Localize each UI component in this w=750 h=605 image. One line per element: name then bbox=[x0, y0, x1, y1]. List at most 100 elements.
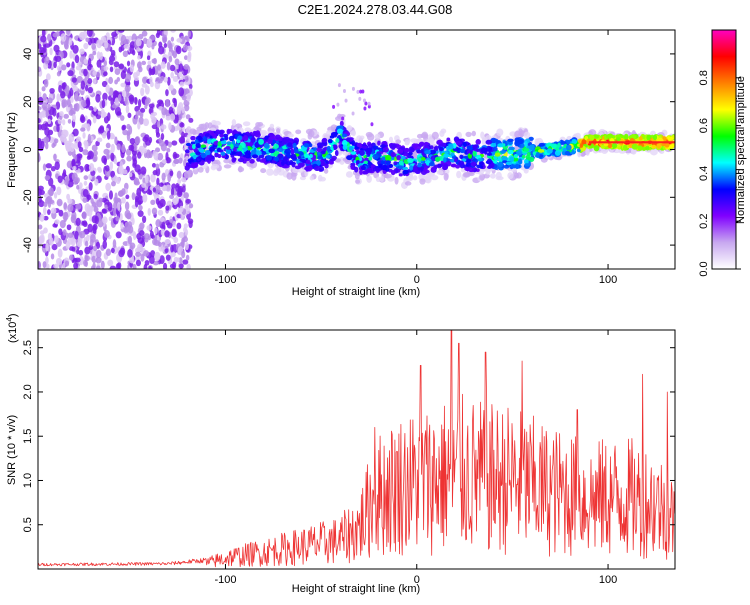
heatmap-cell bbox=[88, 105, 94, 111]
heatmap-cell bbox=[169, 113, 176, 122]
heatmap-cell bbox=[113, 208, 117, 217]
heatmap-cell bbox=[416, 149, 422, 154]
heatmap-cell bbox=[402, 170, 409, 175]
heatmap-cell bbox=[38, 106, 42, 111]
heatmap-cell bbox=[76, 96, 83, 102]
heatmap-cell bbox=[69, 50, 73, 59]
heatmap-cell bbox=[139, 112, 144, 119]
heatmap-cell bbox=[77, 141, 82, 149]
heatmap-cell bbox=[55, 31, 60, 37]
heatmap-cell bbox=[605, 134, 612, 139]
heatmap-cell bbox=[116, 77, 121, 82]
heatmap-cell bbox=[437, 140, 442, 145]
heatmap-cell bbox=[217, 153, 222, 159]
heatmap-cell bbox=[39, 230, 45, 235]
heatmap-cell bbox=[45, 163, 52, 169]
x-tick-label: -100 bbox=[214, 274, 236, 286]
heatmap-cell bbox=[100, 65, 104, 75]
heatmap-cell bbox=[220, 151, 226, 156]
heatmap-cell bbox=[462, 172, 471, 178]
heatmap-cell bbox=[84, 84, 89, 92]
heatmap-cell bbox=[43, 136, 50, 144]
heatmap-cell bbox=[54, 235, 59, 244]
heatmap-cell bbox=[404, 181, 412, 186]
heatmap-cell bbox=[152, 66, 156, 75]
heatmap-cell bbox=[133, 180, 140, 186]
heatmap-cell bbox=[458, 160, 465, 166]
heatmap-cell bbox=[366, 133, 375, 141]
heatmap-cell bbox=[523, 131, 531, 139]
heatmap-cell bbox=[53, 263, 59, 269]
heatmap-cell bbox=[603, 142, 609, 147]
heatmap-cell bbox=[81, 99, 87, 108]
heatmap-cell bbox=[235, 151, 242, 157]
y-tick-label: 40 bbox=[22, 48, 34, 60]
heatmap-cell bbox=[576, 148, 581, 153]
heatmap-cell bbox=[175, 45, 182, 55]
heatmap-cell bbox=[45, 256, 49, 264]
heatmap-cell bbox=[124, 182, 129, 191]
heatmap-cell bbox=[112, 239, 117, 249]
heatmap-cell bbox=[336, 102, 340, 107]
heatmap-cell bbox=[78, 182, 83, 190]
colorbar-tick-label: 0.2 bbox=[698, 214, 710, 229]
heatmap-cell bbox=[106, 130, 111, 140]
heatmap-cell bbox=[165, 254, 171, 261]
heatmap-cell bbox=[58, 84, 62, 93]
snr-plot-frame bbox=[37, 329, 676, 570]
heatmap-cell bbox=[58, 209, 64, 217]
heatmap-cell bbox=[131, 192, 136, 201]
heatmap-cell bbox=[139, 222, 145, 230]
heatmap-cell bbox=[38, 96, 44, 106]
heatmap-cell bbox=[182, 259, 189, 265]
heatmap-cell bbox=[180, 177, 187, 183]
heatmap-cell bbox=[424, 150, 431, 155]
heatmap-cell bbox=[128, 144, 135, 151]
heatmap-cell bbox=[172, 229, 177, 238]
heatmap-cell bbox=[210, 133, 217, 137]
heatmap-cell bbox=[176, 37, 183, 43]
heatmap-cell bbox=[103, 60, 108, 67]
heatmap-cell bbox=[277, 162, 281, 167]
heatmap-cell bbox=[110, 134, 116, 140]
heatmap-cell bbox=[602, 148, 609, 153]
heatmap-cell bbox=[157, 241, 162, 247]
heatmap-cell bbox=[667, 136, 673, 141]
heatmap-cell bbox=[489, 173, 496, 179]
heatmap-cell bbox=[335, 116, 342, 121]
heatmap-cell bbox=[169, 64, 176, 72]
heatmap-cell bbox=[154, 227, 158, 235]
heatmap-cell bbox=[151, 207, 158, 215]
heatmap-cell bbox=[38, 112, 45, 118]
heatmap-cell bbox=[631, 143, 639, 150]
heatmap-cell bbox=[98, 126, 105, 134]
heatmap-cell bbox=[184, 165, 190, 171]
heatmap-cell bbox=[244, 127, 252, 132]
heatmap-cell bbox=[146, 55, 151, 61]
heatmap-cell bbox=[324, 163, 329, 169]
heatmap-cell bbox=[198, 148, 205, 153]
heatmap-cell bbox=[56, 93, 61, 102]
heatmap-cell bbox=[88, 182, 93, 191]
heatmap-cell bbox=[66, 193, 71, 201]
heatmap-cell bbox=[184, 204, 189, 211]
heatmap-cell bbox=[108, 76, 114, 85]
heatmap-cell bbox=[652, 134, 658, 141]
heatmap-cell bbox=[115, 215, 120, 222]
heatmap-cell bbox=[127, 225, 134, 234]
heatmap-cell bbox=[162, 262, 168, 269]
heatmap-cell bbox=[68, 37, 73, 46]
heatmap-cell bbox=[55, 55, 62, 62]
heatmap-cell bbox=[516, 150, 523, 156]
x-tick-label: 100 bbox=[599, 574, 617, 586]
heatmap-cell bbox=[381, 164, 388, 169]
heatmap-cell bbox=[566, 139, 571, 145]
heatmap-cell bbox=[170, 36, 175, 42]
heatmap-cell bbox=[38, 139, 43, 149]
heatmap-cell bbox=[174, 58, 180, 66]
heatmap-cell bbox=[158, 182, 164, 187]
heatmap-cell bbox=[524, 163, 530, 167]
heatmap-cell bbox=[173, 236, 179, 244]
heatmap-cell bbox=[494, 152, 501, 157]
heatmap-cell bbox=[204, 133, 211, 138]
